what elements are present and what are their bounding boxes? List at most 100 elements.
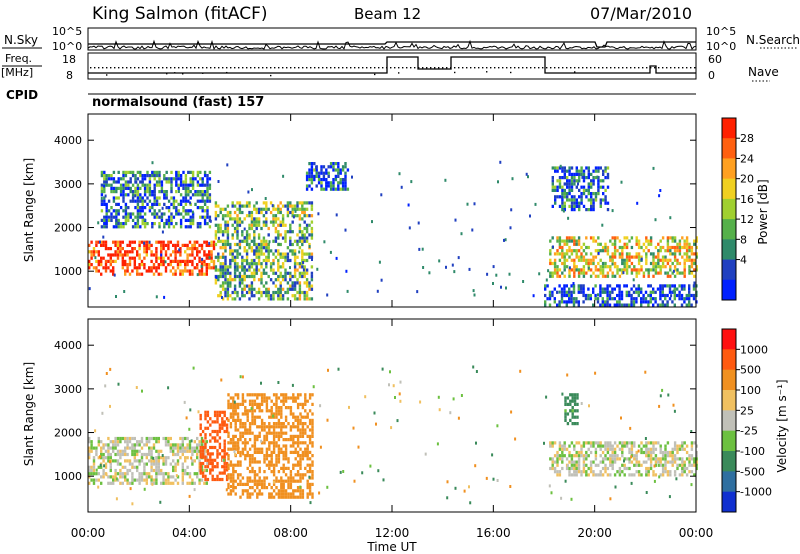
data-cell — [128, 446, 132, 450]
data-cell — [160, 468, 163, 473]
data-cell — [301, 422, 305, 426]
data-cell — [199, 426, 202, 430]
data-cell — [568, 236, 571, 240]
data-cell — [284, 473, 288, 477]
data-cell — [597, 274, 600, 278]
data-cell — [245, 236, 249, 240]
freq-dot — [622, 67, 624, 69]
data-cell — [690, 483, 693, 487]
data-cell — [578, 188, 581, 192]
data-cell — [97, 259, 100, 263]
data-cell — [151, 482, 154, 486]
data-cell — [155, 449, 158, 453]
data-cell — [143, 218, 146, 222]
data-cell — [146, 174, 149, 178]
data-cell — [585, 261, 588, 266]
data-cell — [296, 438, 300, 442]
data-cell — [282, 438, 285, 442]
data-cell — [272, 220, 275, 224]
data-cell — [262, 207, 266, 211]
data-cell — [174, 253, 177, 257]
colorbar-tick-label: -1000 — [740, 486, 772, 499]
data-cell — [645, 252, 648, 256]
data-cell — [308, 482, 312, 486]
data-cell — [649, 441, 653, 445]
data-cell — [253, 271, 256, 275]
data-cell — [152, 459, 156, 463]
data-cell — [492, 265, 495, 269]
data-cell — [146, 183, 149, 187]
data-cell — [119, 240, 122, 244]
data-cell — [153, 209, 156, 213]
data-cell — [253, 204, 256, 208]
data-cell — [139, 170, 142, 174]
data-cell — [126, 253, 129, 257]
data-cell — [628, 460, 631, 464]
data-cell — [587, 258, 590, 262]
data-cell — [124, 436, 127, 441]
data-cell — [556, 450, 559, 455]
data-cell — [320, 184, 323, 188]
data-cell — [606, 450, 610, 455]
data-cell — [255, 217, 258, 221]
data-cell — [580, 290, 583, 294]
data-cell — [234, 441, 237, 445]
data-cell — [573, 242, 576, 246]
data-cell — [223, 420, 226, 424]
data-cell — [212, 243, 216, 247]
data-cell — [126, 459, 129, 463]
data-cell — [344, 181, 347, 185]
data-cell — [334, 187, 338, 191]
data-cell — [647, 466, 650, 471]
data-cell — [303, 207, 306, 211]
data-cell — [571, 409, 574, 413]
data-cell — [630, 303, 633, 307]
data-cell — [218, 426, 222, 430]
data-cell — [296, 214, 299, 218]
data-cell — [100, 456, 103, 460]
data-cell — [573, 204, 576, 208]
data-cell — [211, 468, 214, 472]
data-cell — [618, 274, 622, 278]
freq-dot — [150, 67, 152, 69]
data-cell — [211, 461, 214, 466]
data-cell — [304, 396, 307, 400]
data-cell — [263, 393, 266, 397]
data-cell — [90, 250, 93, 254]
data-cell — [153, 212, 156, 216]
data-cell — [219, 230, 222, 234]
data-cell — [453, 270, 456, 274]
data-cell — [688, 284, 691, 288]
data-cell — [191, 210, 194, 214]
data-cell — [551, 290, 554, 294]
data-cell — [685, 258, 689, 262]
data-cell — [258, 447, 261, 451]
data-cell — [308, 470, 312, 474]
date-title: 07/Mar/2010 — [590, 4, 692, 23]
data-cell — [597, 182, 600, 186]
data-cell — [263, 460, 266, 464]
data-cell — [246, 441, 249, 445]
data-cell — [599, 290, 602, 294]
data-cell — [474, 464, 477, 468]
data-cell — [457, 256, 460, 260]
data-cell — [272, 438, 276, 442]
data-cell — [262, 223, 266, 227]
data-cell — [325, 181, 328, 185]
data-cell — [587, 176, 590, 180]
data-cell — [238, 204, 242, 208]
data-cell — [210, 250, 213, 254]
data-cell — [213, 445, 217, 450]
data-cell — [160, 272, 163, 276]
velocity-y-label: Slant Range [km] — [22, 362, 36, 466]
data-cell — [161, 230, 164, 234]
data-cell — [551, 463, 554, 467]
data-cell — [239, 495, 242, 499]
data-cell — [279, 242, 282, 247]
data-cell — [582, 460, 586, 464]
data-cell — [239, 434, 242, 438]
data-cell — [244, 441, 247, 445]
data-cell — [272, 239, 275, 243]
data-cell — [566, 198, 569, 202]
data-cell — [611, 262, 614, 266]
